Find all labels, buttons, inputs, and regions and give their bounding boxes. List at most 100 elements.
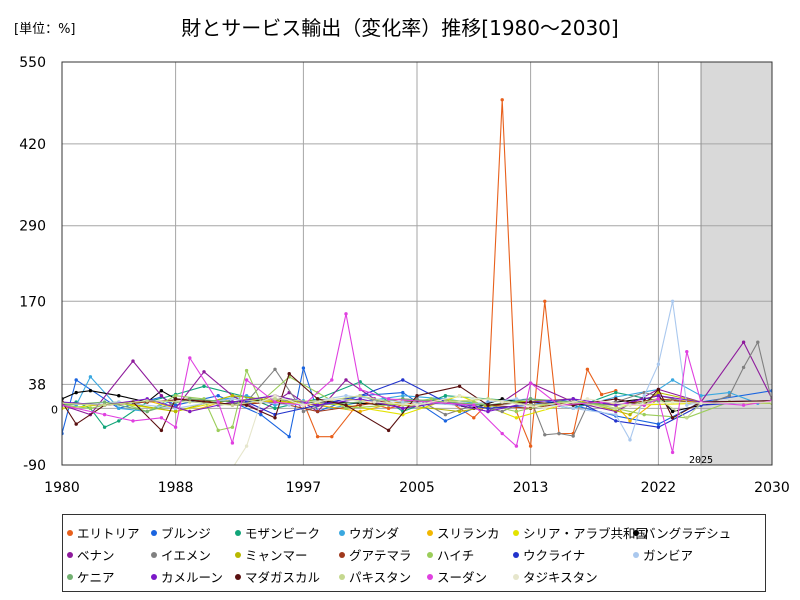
data-point [74, 422, 78, 426]
data-point [145, 399, 149, 403]
data-point [543, 299, 547, 303]
legend-label: モザンビーク [245, 526, 321, 541]
data-point [273, 394, 277, 398]
data-point [102, 400, 107, 404]
data-point [344, 406, 348, 411]
x-tick-label: 2022 [641, 480, 677, 496]
data-point [145, 409, 149, 414]
data-point [315, 434, 320, 439]
data-point [614, 406, 618, 411]
data-point [585, 397, 590, 401]
data-point [670, 409, 675, 414]
data-point [500, 397, 504, 401]
data-point [230, 394, 235, 398]
data-point [287, 371, 291, 376]
data-point [173, 397, 178, 401]
data-point [386, 428, 391, 433]
data-point [543, 406, 547, 411]
legend-label: カメルーン [161, 570, 223, 585]
data-point [230, 403, 235, 407]
data-point [330, 397, 334, 401]
data-point [74, 378, 78, 382]
data-point [614, 403, 618, 407]
data-point [358, 394, 362, 398]
plot-background [701, 62, 772, 465]
data-point [727, 394, 732, 398]
legend-marker [151, 573, 157, 580]
legend-label: ウガンダ [349, 526, 400, 541]
series-lines [62, 98, 772, 465]
data-point [457, 409, 462, 414]
legend-item: バングラデシュ [633, 523, 731, 542]
data-point [259, 400, 263, 404]
data-point [188, 409, 192, 414]
legend-marker [235, 573, 241, 580]
legend-label: バングラデシュ [643, 526, 732, 541]
legend-marker [513, 573, 519, 580]
data-point [358, 387, 362, 392]
data-point [173, 394, 178, 398]
legend-label: ウクライナ [523, 548, 586, 563]
data-point [273, 397, 277, 401]
legend-item: ブルンジ [151, 523, 211, 542]
forecast-region [701, 62, 772, 465]
data-point [528, 444, 533, 448]
data-point [159, 428, 164, 433]
legend-item: タジキスタン [513, 567, 598, 586]
data-point [614, 419, 618, 423]
data-point [259, 412, 263, 417]
legend-item: ベナン [67, 545, 115, 564]
data-point [372, 400, 377, 404]
legend-label: スーダン [437, 570, 488, 585]
data-point [571, 397, 575, 401]
data-point [514, 444, 519, 448]
legend-label: ガンビア [643, 548, 694, 563]
legend-item: スリランカ [427, 523, 500, 542]
chart-title: 財とサービス輸出（変化率）推移[1980～2030] [181, 16, 619, 40]
data-point [131, 359, 135, 363]
data-point [670, 299, 675, 303]
data-point [188, 397, 192, 401]
data-point [301, 409, 306, 414]
data-point [386, 397, 391, 401]
data-point [670, 416, 675, 420]
x-tick-label: 1997 [286, 480, 322, 496]
data-point [230, 400, 235, 404]
data-point [457, 384, 462, 388]
data-point [614, 390, 618, 395]
legend-marker [427, 573, 433, 580]
data-point [656, 394, 661, 398]
data-point [244, 403, 249, 407]
x-tick-label: 1988 [158, 480, 194, 496]
data-point [401, 400, 405, 404]
legend-item: マダガスカル [235, 567, 320, 586]
legend-label: シリア・アラブ共和国 [523, 526, 649, 541]
data-point [88, 406, 93, 411]
legend-label: ベナン [77, 548, 115, 563]
data-point [88, 388, 93, 393]
data-point [216, 394, 220, 398]
data-point [571, 434, 575, 438]
x-tick-label: 2013 [513, 480, 549, 496]
legend-marker [67, 573, 73, 580]
forecast-year-label: 2025 [689, 455, 713, 466]
data-point [415, 403, 419, 407]
data-point [188, 400, 192, 404]
data-point [173, 409, 178, 414]
data-point [273, 367, 277, 371]
legend-marker [235, 551, 241, 558]
data-point [401, 394, 405, 398]
data-point [244, 444, 249, 448]
legend-item: ハイチ [427, 545, 474, 564]
data-point [102, 425, 107, 429]
legend-item: スーダン [427, 567, 487, 586]
data-point [443, 394, 448, 398]
data-point [670, 400, 675, 404]
data-point [500, 98, 504, 102]
data-point [685, 403, 689, 407]
legend-label: パキスタン [349, 570, 412, 585]
data-point [443, 412, 448, 417]
y-tick-label: 38 [28, 377, 46, 393]
legend-item: ウガンダ [339, 523, 399, 542]
y-tick-label: 170 [19, 294, 46, 310]
